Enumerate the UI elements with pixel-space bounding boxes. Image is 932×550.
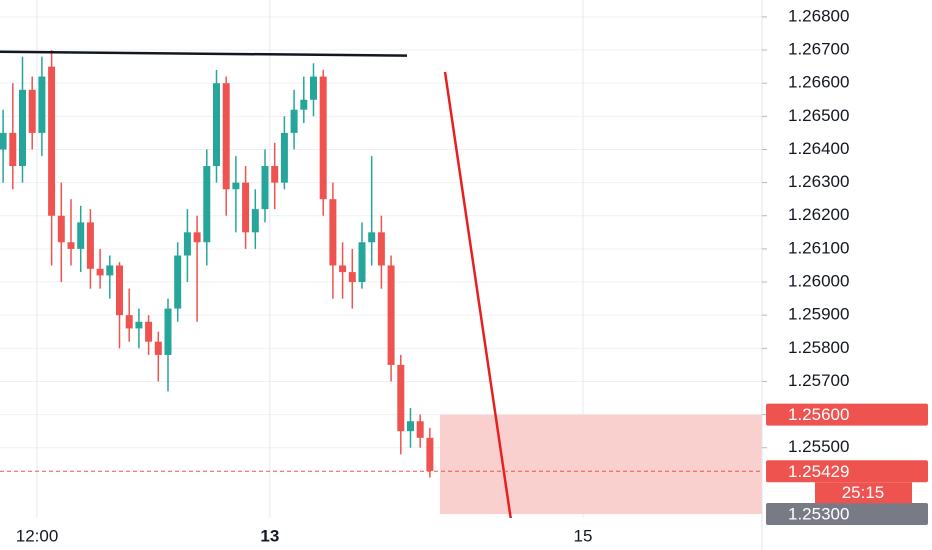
price-label: 1.25300 — [788, 505, 849, 524]
candle-body — [9, 132, 17, 167]
candle-body — [242, 182, 250, 233]
y-tick-label: 1.25900 — [788, 305, 849, 324]
candle-body — [251, 209, 259, 233]
x-tick-label: 12:00 — [16, 526, 59, 545]
candle-body — [377, 232, 385, 266]
price-label: 1.25429 — [788, 462, 849, 481]
candle-body — [290, 109, 298, 133]
price-label-box — [766, 460, 928, 483]
candle-body — [348, 272, 356, 283]
candle-body — [232, 182, 240, 190]
candle-body — [222, 83, 230, 190]
y-tick-label: 1.26700 — [788, 40, 849, 59]
candle-body — [67, 242, 75, 249]
countdown-box — [815, 482, 912, 504]
price-label-box — [766, 503, 928, 526]
y-tick-label: 1.26100 — [788, 238, 849, 257]
candle-body — [426, 437, 434, 471]
candle-body — [397, 364, 405, 432]
y-tick-label: 1.26800 — [788, 6, 849, 25]
price-label-box — [766, 403, 928, 426]
candle-body — [416, 421, 424, 438]
candle-body — [77, 222, 85, 249]
candle-body — [261, 166, 269, 210]
candle-body — [164, 308, 172, 355]
y-tick-label: 1.25500 — [788, 437, 849, 456]
countdown: 25:15 — [842, 483, 885, 502]
candle-body — [154, 341, 162, 355]
candle-body — [193, 232, 201, 243]
candle-body — [115, 265, 123, 316]
trend-line — [443, 71, 512, 518]
candle-body — [203, 166, 211, 243]
y-tick-label: 1.25700 — [788, 371, 849, 390]
candle-body — [38, 76, 46, 133]
y-tick-label: 1.26600 — [788, 73, 849, 92]
candle-body — [309, 76, 317, 100]
trend-line — [0, 50, 408, 57]
candle-body — [86, 222, 94, 269]
y-tick-label: 1.26200 — [788, 205, 849, 224]
candle-body — [145, 321, 153, 342]
y-tick-label: 1.26400 — [788, 139, 849, 158]
candle-body — [96, 268, 104, 276]
candle-body — [183, 232, 191, 256]
x-tick-label: 15 — [573, 526, 592, 545]
candle-body — [174, 255, 182, 309]
axes: 1.25500 1.25600 1.25700 1.25800 1.25900 1.260… — [16, 6, 928, 545]
y-tick-label: 1.26500 — [788, 106, 849, 125]
y-tick-label: 1.26300 — [788, 172, 849, 191]
candle-body — [212, 83, 220, 167]
candle-body — [135, 321, 143, 329]
candle-body — [300, 99, 308, 110]
candle-body — [48, 66, 56, 216]
candle-body — [106, 265, 114, 276]
candle-body — [19, 89, 27, 167]
price-label: 1.25600 — [788, 405, 849, 424]
candle-body — [280, 132, 288, 183]
candle-body — [329, 199, 337, 266]
candle-body — [57, 215, 65, 243]
candle-body — [339, 265, 347, 273]
candle-body — [28, 89, 36, 133]
candle-body — [387, 265, 395, 365]
candle-body — [271, 166, 279, 183]
y-tick-label: 1.26000 — [788, 272, 849, 291]
candle-body — [406, 421, 414, 432]
zone — [439, 414, 762, 515]
plot-area — [0, 50, 762, 518]
x-tick-label: 13 — [260, 526, 279, 545]
candle-body — [368, 232, 376, 243]
candle-body — [125, 315, 133, 329]
candle-body — [0, 132, 7, 150]
candle-body — [319, 76, 327, 200]
y-tick-label: 1.25800 — [788, 338, 849, 357]
candle-body — [358, 242, 366, 283]
